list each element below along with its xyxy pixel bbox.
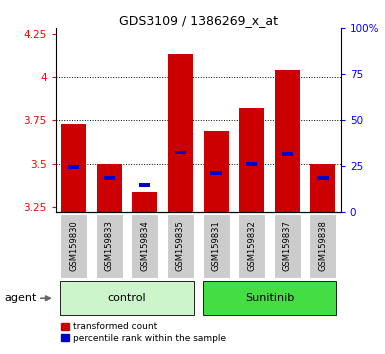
Text: control: control — [108, 293, 146, 303]
Bar — [317, 176, 328, 179]
Bar — [246, 162, 257, 166]
Text: GSM159837: GSM159837 — [283, 221, 292, 272]
Bar — [96, 214, 123, 278]
Text: GSM159838: GSM159838 — [318, 221, 327, 272]
Bar — [211, 171, 222, 175]
Text: GSM159834: GSM159834 — [141, 221, 149, 272]
Text: GSM159835: GSM159835 — [176, 221, 185, 272]
Bar — [61, 124, 86, 212]
Bar — [282, 152, 293, 156]
Bar — [60, 281, 194, 315]
Bar — [167, 214, 194, 278]
Bar — [239, 108, 264, 212]
Text: Sunitinib: Sunitinib — [245, 293, 294, 303]
Bar — [204, 131, 229, 212]
Text: GSM159832: GSM159832 — [247, 221, 256, 272]
Bar — [203, 214, 229, 278]
Bar — [238, 214, 265, 278]
Bar — [60, 214, 87, 278]
Text: GSM159833: GSM159833 — [105, 221, 114, 272]
Bar — [97, 164, 122, 212]
Bar — [274, 214, 301, 278]
Bar — [132, 192, 157, 212]
Bar — [104, 176, 115, 179]
Legend: transformed count, percentile rank within the sample: transformed count, percentile rank withi… — [60, 321, 227, 343]
Bar — [68, 165, 79, 169]
Bar — [275, 70, 300, 212]
Bar — [139, 183, 151, 187]
Bar — [168, 55, 193, 212]
Text: GSM159831: GSM159831 — [212, 221, 221, 272]
Text: GSM159830: GSM159830 — [69, 221, 78, 272]
Title: GDS3109 / 1386269_x_at: GDS3109 / 1386269_x_at — [119, 14, 278, 27]
Text: agent: agent — [5, 292, 37, 303]
Bar — [131, 214, 158, 278]
Bar — [175, 150, 186, 154]
Bar — [310, 214, 336, 278]
Bar — [310, 164, 335, 212]
Bar — [203, 281, 336, 315]
